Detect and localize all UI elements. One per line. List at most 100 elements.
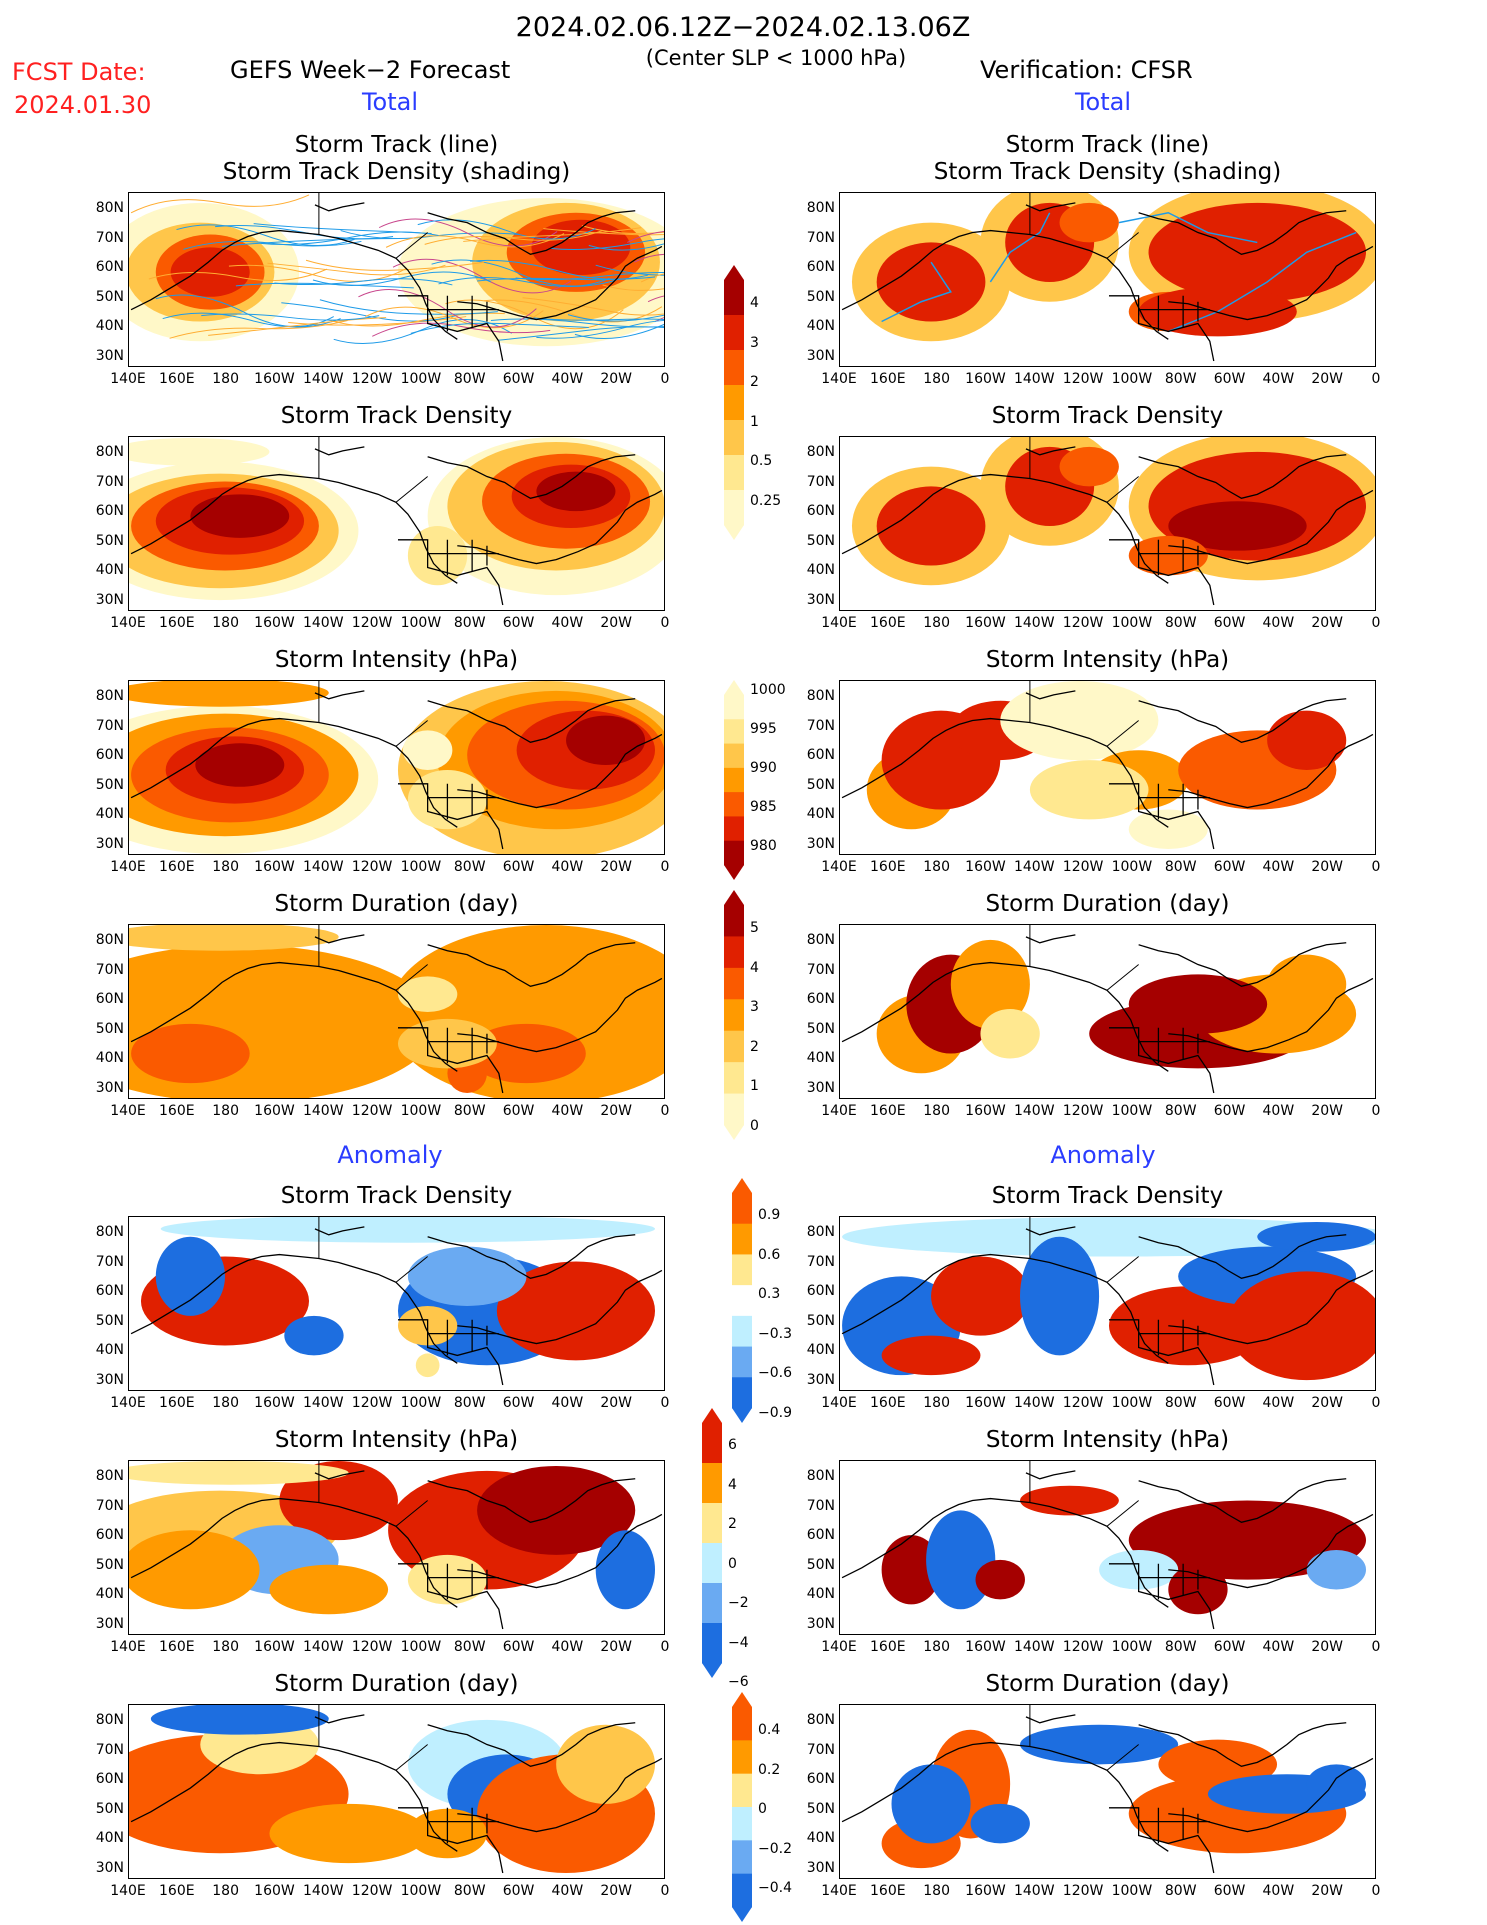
storm-track-line [319,299,498,315]
colorbar-label: 2 [750,374,759,390]
storm-track-line [989,212,1051,283]
storm-track-line [522,297,664,316]
country-border [1029,925,1139,991]
colorbar-intensity_anom [702,1408,722,1678]
lon-tick-label: 160W [254,1395,295,1411]
lon-tick-label: 20W [1311,859,1344,875]
lon-tick-label: 100W [400,859,442,875]
lat-tick-label: 50N [95,288,124,305]
lat-tick-label: 70N [95,229,124,246]
colorbar-label: 0.6 [758,1246,781,1263]
lon-tick-label: 80W [1164,1103,1197,1119]
colorbar-swatch [724,1093,744,1126]
lat-tick-label: 30N [95,1079,124,1096]
cfsr-map-panel-row1 [839,192,1376,367]
storm-track-line [253,223,432,235]
map-shading [841,193,1375,362]
shade-region [842,1217,1375,1257]
lon-tick-label: 40W [551,371,584,387]
coastline [130,1226,663,1386]
lat-tick-label: 60N [95,991,124,1007]
colorbar-swatch [732,1346,752,1378]
map-shading [129,1461,663,1630]
shade-region [1128,974,1268,1034]
gefs-map-panel-row3 [128,680,665,855]
lon-tick-label: 180 [923,1103,950,1119]
lon-tick-label: 20W [600,1103,633,1119]
lon-tick-label: 20W [1311,371,1344,387]
lon-tick-label: 160W [965,1639,1006,1655]
lat-tick-label: 70N [806,961,835,978]
storm-track-line [483,299,663,323]
lon-tick-label: 160E [870,371,906,387]
colorbar-swatch [724,792,744,817]
coastline [841,1226,1374,1386]
gefs-map-panel-row5 [128,1216,665,1391]
lon-tick-label: 100W [1111,615,1153,631]
total-label-right: Total [1074,88,1132,116]
lon-tick-label: 140E [110,371,146,387]
lon-tick-label: 60W [502,1103,535,1119]
gefs-map-panel-row6 [128,1460,665,1635]
lon-tick-label: 100W [400,371,442,387]
lon-tick-label: 40W [551,1103,584,1119]
lon-tick-label: 0 [660,1639,670,1655]
shade-region [269,1564,389,1615]
lat-tick-label: 40N [95,1342,124,1358]
country-border [1029,1461,1139,1527]
lon-tick-label: 40W [1262,1395,1295,1411]
lon-tick-label: 0 [1371,859,1381,875]
coastline [841,1714,1374,1874]
lat-tick-label: 30N [806,591,835,608]
colorbar-swatch [732,1840,752,1875]
anomaly-label-left: Anomaly [337,1141,443,1169]
colorbar-swatch [732,1873,752,1908]
panel-title: Storm Track (line) [294,132,499,158]
coastline [130,934,663,1094]
coastline [130,446,663,606]
storm-track-line [208,317,387,336]
lon-tick-label: 20W [600,371,633,387]
country-border [318,925,428,991]
lon-tick-label: 140W [302,1639,344,1655]
shade-region [407,1246,527,1306]
lon-tick-label: 0 [660,371,670,387]
lon-tick-label: 180 [212,615,239,631]
cfsr-map-panel-row4 [839,924,1376,1099]
anomaly-label-right: Anomaly [1050,1141,1156,1169]
map-shading [129,437,664,606]
storm-track-line [201,313,380,321]
lat-tick-label: 40N [806,318,835,334]
coastline [130,690,663,850]
shade-region [1020,1485,1119,1516]
lon-tick-label: 120W [351,1395,393,1411]
lon-tick-label: 0 [1371,1883,1381,1899]
cfsr-map-panel-row6 [839,1460,1376,1635]
lon-tick-label: 20W [1311,1395,1344,1411]
lon-tick-label: 140E [110,1103,146,1119]
shade-region [284,1315,344,1356]
lat-tick-label: 80N [95,1224,124,1240]
lat-tick-label: 50N [806,288,835,305]
lat-tick-label: 60N [806,991,835,1007]
storm-track-line [162,312,341,328]
lon-tick-label: 140W [302,1883,344,1899]
colorbar-swatch [724,1062,744,1095]
lon-tick-label: 180 [923,1883,950,1899]
lon-tick-label: 100W [400,1639,442,1655]
shade-region [595,1530,656,1610]
lat-tick-label: 50N [95,1800,124,1817]
lat-tick-label: 60N [95,503,124,519]
lon-tick-label: 80W [1164,371,1197,387]
lon-tick-label: 80W [453,1883,486,1899]
lat-tick-label: 50N [806,1020,835,1037]
storm-track-line [176,224,355,246]
lat-tick-label: 80N [806,200,835,216]
colorbar-label: 1 [750,413,759,430]
storm-track-line [529,317,664,321]
shade-region [160,1217,655,1243]
lat-tick-label: 60N [806,1771,835,1787]
lat-tick-label: 50N [806,532,835,549]
lon-tick-label: 100W [400,1395,442,1411]
shade-region [496,1261,656,1361]
